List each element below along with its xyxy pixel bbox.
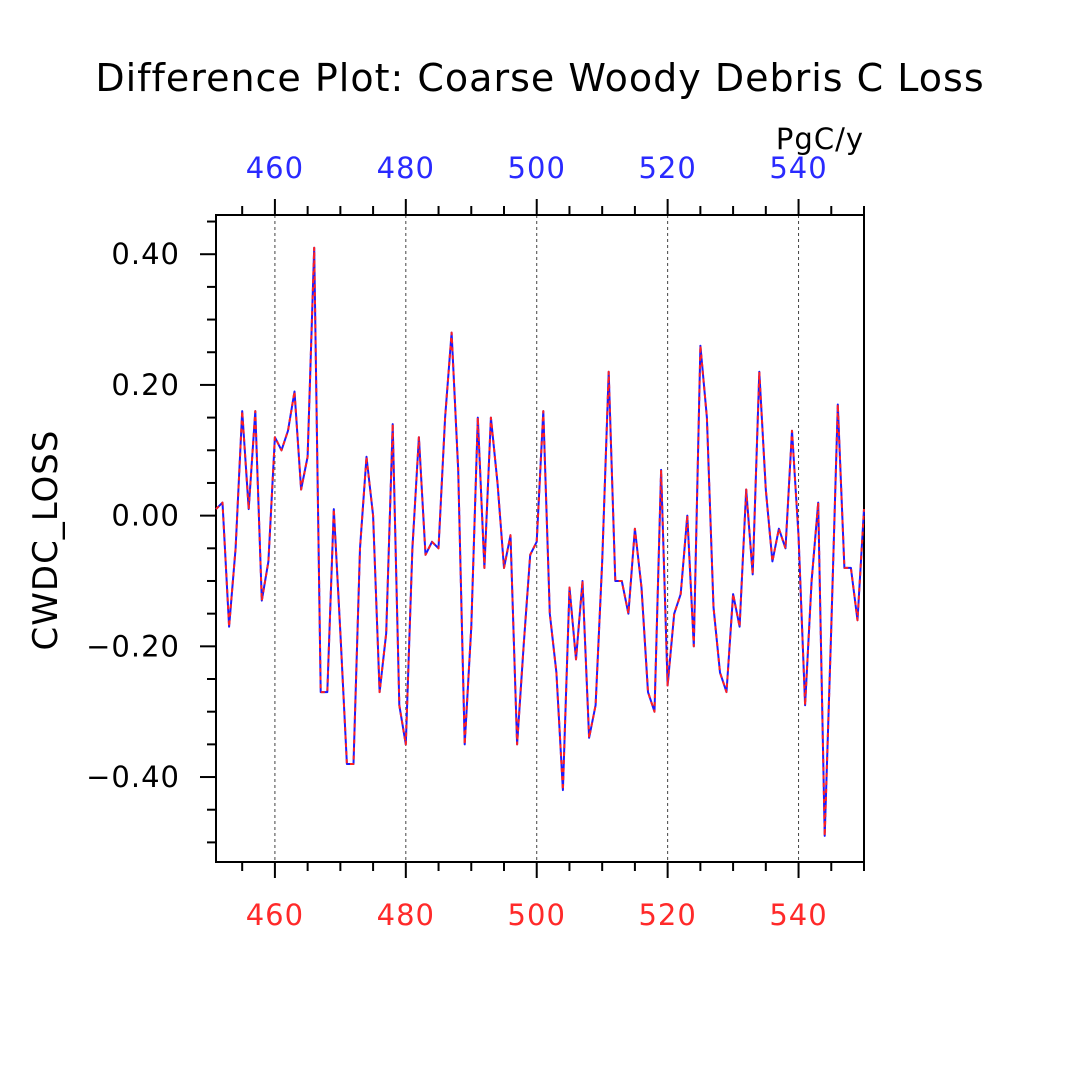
x-tick-label-bottom: 460 bbox=[246, 898, 304, 932]
x-tick-label-bottom: 540 bbox=[769, 898, 827, 932]
x-tick-label-top: 540 bbox=[769, 151, 827, 185]
x-tick-label-top: 520 bbox=[638, 151, 696, 185]
x-tick-label-bottom: 480 bbox=[377, 898, 435, 932]
x-tick-label-top: 460 bbox=[246, 151, 304, 185]
y-tick-label: 0.40 bbox=[111, 237, 180, 271]
chart-title: Difference Plot: Coarse Woody Debris C L… bbox=[95, 56, 984, 100]
x-tick-label-bottom: 500 bbox=[508, 898, 566, 932]
y-axis-label: CWDC_LOSS bbox=[26, 430, 66, 651]
data-series bbox=[215, 246, 865, 837]
series-line-solid bbox=[215, 246, 865, 837]
tick-labels: 460 480 500 520 540 460 480 500 520 540 −0.40 −0.20… bbox=[86, 151, 827, 932]
axes bbox=[200, 199, 865, 878]
y-tick-label: 0.00 bbox=[111, 499, 180, 533]
x-tick-label-top: 500 bbox=[508, 151, 566, 185]
units-label: PgC/y bbox=[776, 122, 864, 156]
x-tick-label-bottom: 520 bbox=[638, 898, 696, 932]
y-tick-label: 0.20 bbox=[111, 368, 180, 402]
y-tick-label: −0.20 bbox=[86, 629, 180, 663]
x-tick-label-top: 480 bbox=[377, 151, 435, 185]
series-line-dashed bbox=[215, 246, 865, 837]
plot-frame bbox=[215, 214, 865, 863]
y-tick-label: −0.40 bbox=[86, 760, 180, 794]
